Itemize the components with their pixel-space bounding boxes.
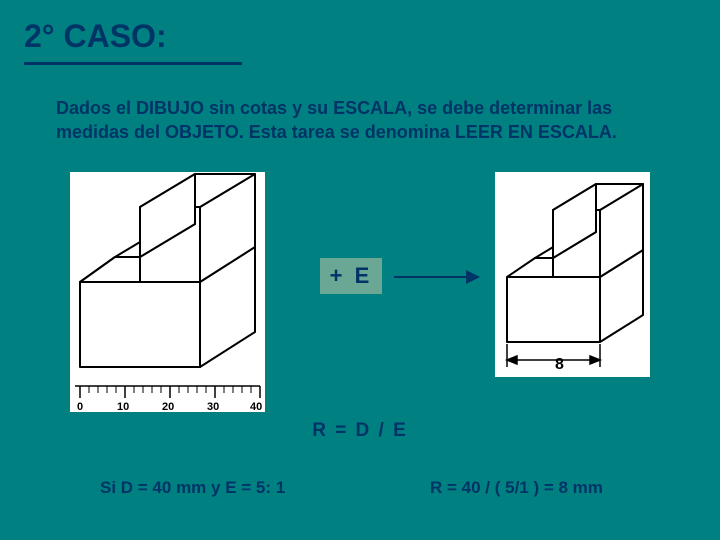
bottom-left-text: Si D = 40 mm y E = 5: 1 bbox=[100, 478, 285, 498]
bottom-right-text: R = 40 / ( 5/1 ) = 8 mm bbox=[430, 478, 603, 498]
slide-title: 2° CASO: bbox=[24, 18, 167, 55]
desc-part2: medidas del OBJETO. Esta tarea se denomi… bbox=[56, 122, 455, 142]
title-underline bbox=[24, 62, 242, 65]
arrow-head-icon bbox=[466, 270, 480, 284]
slide: 2° CASO: Dados el DIBUJO sin cotas y su … bbox=[0, 0, 720, 540]
formula-text: R = D / E bbox=[0, 420, 720, 442]
arrow-line bbox=[394, 276, 472, 278]
isometric-shape-left bbox=[70, 172, 265, 382]
desc-part1: Dados el DIBUJO sin cotas y su ESCALA, s… bbox=[56, 98, 612, 118]
desc-leer: LEER EN ESCALA. bbox=[455, 122, 617, 142]
ruler-label-20: 20 bbox=[162, 401, 174, 412]
figure-left bbox=[70, 172, 265, 392]
plus-e-box: + E bbox=[320, 258, 382, 294]
isometric-shape-right bbox=[495, 172, 650, 377]
description-text: Dados el DIBUJO sin cotas y su ESCALA, s… bbox=[56, 96, 672, 145]
dimension-label: 8 bbox=[555, 356, 564, 374]
ruler-label-40: 40 bbox=[250, 401, 262, 412]
ruler: 0 10 20 30 40 bbox=[70, 384, 265, 412]
figure-right bbox=[495, 172, 650, 377]
ruler-label-0: 0 bbox=[77, 401, 83, 412]
ruler-label-10: 10 bbox=[117, 401, 129, 412]
ruler-label-30: 30 bbox=[207, 401, 219, 412]
ruler-svg: 0 10 20 30 40 bbox=[70, 384, 265, 412]
